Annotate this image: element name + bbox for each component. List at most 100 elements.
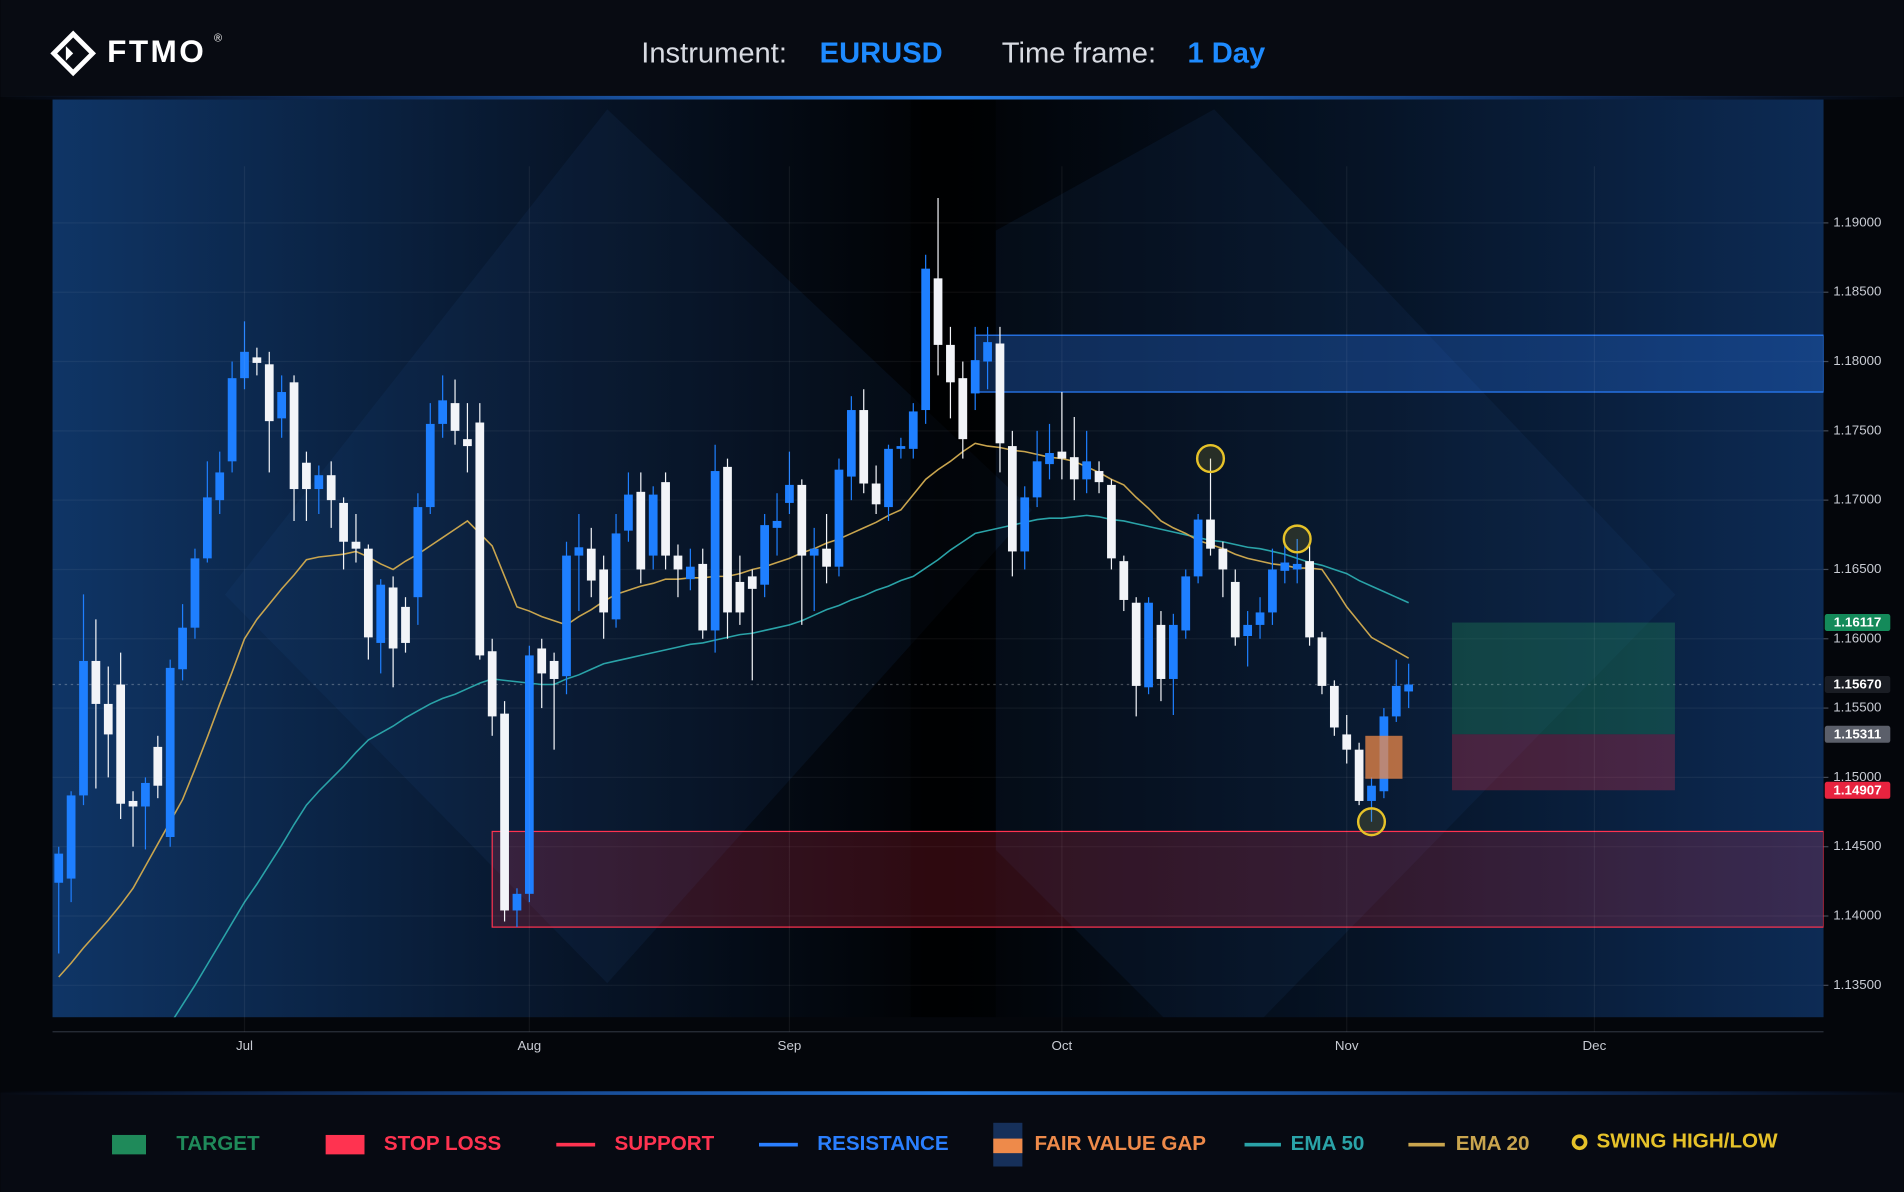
candle-body: [822, 548, 831, 567]
price-tag-label: 1.15311: [1834, 726, 1882, 741]
x-tick-label: Aug: [517, 1038, 541, 1053]
diamond: [995, 109, 1676, 1018]
candle-body: [91, 660, 101, 704]
candle-body: [648, 494, 658, 556]
candle-body: [1391, 685, 1401, 717]
plot-area: [52, 197, 1824, 1018]
candle-body: [401, 606, 410, 643]
candle-body: [141, 782, 150, 807]
candle-body: [1280, 562, 1290, 571]
legend-swatch: [1244, 1142, 1281, 1147]
y-tick-label: 1.14500: [1833, 838, 1881, 853]
candle-body: [1404, 684, 1414, 692]
candle-body: [908, 411, 918, 449]
instrument: EURUSD: [820, 37, 943, 69]
x-tick-label: Jul: [236, 1038, 253, 1053]
legend-label: FAIR VALUE GAP: [1035, 1132, 1207, 1155]
candle-body: [524, 655, 534, 894]
candle-body: [450, 403, 460, 431]
candle-body: [277, 392, 287, 419]
candle-body: [685, 566, 695, 580]
legend-swatch: [112, 1134, 147, 1155]
legend-label: SUPPORT: [615, 1132, 715, 1155]
candle-body: [958, 378, 968, 440]
candle-body: [302, 462, 311, 490]
decoration: [224, 99, 1676, 1018]
x-tick-label: Dec: [1583, 1038, 1607, 1053]
y-tick-label: 1.15500: [1833, 700, 1881, 715]
legend-swatch: [325, 1134, 365, 1155]
candle-body: [983, 342, 992, 362]
candle-body: [178, 627, 187, 670]
candle-body: [871, 483, 881, 505]
candle-body: [673, 555, 683, 570]
candle-body: [153, 746, 163, 786]
price-tag-label: 1.16117: [1834, 615, 1882, 630]
candle-body: [1007, 446, 1017, 552]
y-tick-label: 1.18500: [1833, 284, 1881, 299]
legend-label: STOP LOSS: [384, 1132, 501, 1155]
candle-body: [1292, 563, 1302, 570]
x-tick-label: Nov: [1335, 1038, 1359, 1053]
candle-body: [1206, 519, 1215, 549]
legend: TARGET STOP LOSS SUPPORT RESISTANCE FAIR VAL…: [112, 1122, 1779, 1167]
legend-label: RESISTANCE: [817, 1132, 948, 1155]
candle-body: [1168, 624, 1178, 679]
candle-body: [846, 410, 856, 477]
candle-body: [636, 491, 646, 570]
zone: [1452, 622, 1675, 735]
candle-body: [215, 472, 225, 501]
zone: [491, 830, 1824, 928]
legend-label: SWING HIGH/LOW: [1597, 1130, 1779, 1153]
candle-body: [1342, 734, 1352, 750]
y-tick-label: 1.14000: [1833, 908, 1881, 923]
candle-body: [1094, 471, 1104, 483]
logo-text: FTMO: [107, 33, 206, 69]
candle-body: [624, 494, 633, 531]
candle-body: [884, 448, 893, 508]
candle-body: [165, 667, 175, 837]
candle-body: [1020, 497, 1030, 552]
candle-body: [995, 343, 1005, 444]
zone: [1452, 734, 1675, 791]
candle-body: [1057, 451, 1067, 459]
y-tick-label: 1.13500: [1833, 977, 1881, 992]
swing-point: [1195, 443, 1226, 474]
legend-label: TARGET: [176, 1132, 260, 1155]
zone: [1365, 735, 1403, 779]
candle-body: [252, 357, 262, 363]
zone: [974, 334, 1824, 393]
candle-body: [463, 439, 472, 447]
candle-body: [735, 581, 745, 613]
y-tick-label: 1.18000: [1833, 353, 1881, 368]
candle-body: [1305, 561, 1314, 638]
candle-body: [1354, 749, 1364, 801]
legend-swatch: [758, 1142, 798, 1147]
legend-label: EMA 50: [1291, 1132, 1365, 1155]
candle-body: [562, 555, 571, 677]
price-tag: [1824, 781, 1891, 799]
candle-body: [1329, 685, 1339, 728]
y-tick-label: 1.17500: [1833, 422, 1881, 437]
candle-body: [809, 548, 819, 556]
candle-body: [574, 547, 584, 556]
candle-body: [1156, 624, 1166, 679]
candle-body: [549, 660, 559, 679]
candle-body: [413, 507, 423, 598]
candle-body: [116, 684, 126, 804]
candle-body: [1119, 561, 1129, 600]
candle-body: [1268, 569, 1277, 613]
diamond: [224, 109, 1033, 984]
price-tag: [1824, 676, 1891, 694]
candle-body: [54, 853, 64, 883]
candle-body: [128, 800, 138, 807]
candle-body: [1255, 612, 1265, 625]
candle-body: [785, 484, 794, 503]
price-tag: [1824, 614, 1891, 632]
price-tag-label: 1.15670: [1833, 677, 1881, 692]
candle-body: [351, 541, 361, 549]
candle-body: [611, 533, 621, 620]
